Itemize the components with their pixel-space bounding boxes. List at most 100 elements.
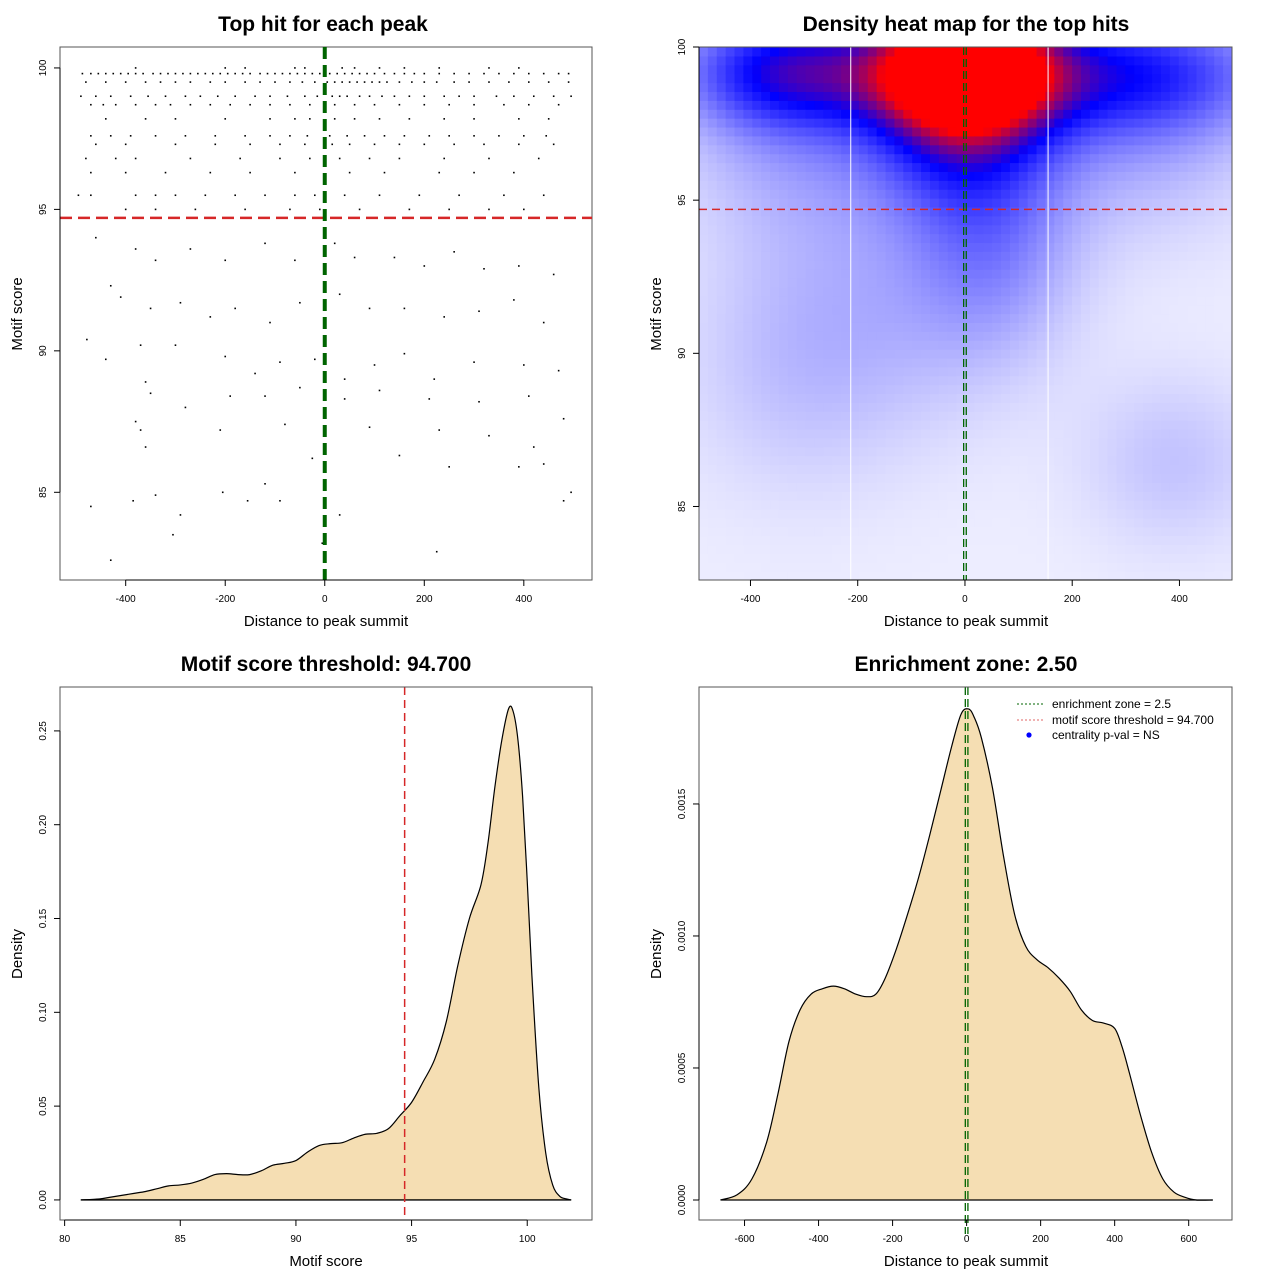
heatmap-cell bbox=[938, 393, 949, 403]
heatmap-cell bbox=[903, 180, 913, 190]
scatter-point bbox=[189, 157, 192, 160]
heatmap-cell bbox=[1187, 571, 1198, 580]
heatmap-cell bbox=[974, 295, 984, 306]
heatmap-cell bbox=[956, 73, 967, 84]
heatmap-cell bbox=[743, 153, 753, 164]
heatmap-cell bbox=[867, 260, 878, 270]
heatmap-cell bbox=[1063, 437, 1073, 448]
heatmap-cell bbox=[1134, 553, 1144, 563]
scatter-point bbox=[314, 81, 316, 83]
heatmap-cell bbox=[867, 135, 878, 146]
heatmap-cell bbox=[1018, 215, 1029, 226]
heatmap-cell bbox=[832, 153, 842, 164]
heatmap-cell bbox=[894, 508, 904, 519]
scatter-point bbox=[378, 81, 381, 83]
heatmap-cell bbox=[707, 260, 718, 270]
heatmap-cell bbox=[761, 118, 771, 128]
heatmap-cell bbox=[929, 118, 940, 128]
heatmap-cell bbox=[912, 411, 922, 421]
heatmap-cell bbox=[716, 366, 727, 377]
heatmap-cell bbox=[752, 526, 762, 537]
heatmap-cell bbox=[885, 73, 896, 84]
heatmap-cell bbox=[716, 47, 727, 57]
heatmap-cell bbox=[956, 206, 967, 217]
heatmap-cell bbox=[761, 260, 771, 270]
heatmap-cell bbox=[876, 126, 887, 137]
heatmap-cell bbox=[1160, 375, 1171, 386]
heatmap-cell bbox=[1205, 189, 1215, 199]
heatmap-cell bbox=[1187, 420, 1198, 430]
heatmap-cell bbox=[992, 500, 1002, 510]
heatmap-cell bbox=[983, 428, 993, 439]
heatmap-cell bbox=[894, 206, 904, 217]
heatmap-cell bbox=[1009, 55, 1020, 66]
heatmap-cell bbox=[876, 162, 887, 172]
scatter-point bbox=[473, 361, 475, 363]
heatmap-cell bbox=[1063, 135, 1073, 146]
heatmap-cell bbox=[1072, 437, 1082, 448]
heatmap-cell bbox=[1125, 55, 1135, 66]
heatmap-cell bbox=[1169, 73, 1180, 84]
heatmap-cell bbox=[1169, 384, 1180, 395]
scatter-point bbox=[438, 429, 441, 431]
heatmap-cell bbox=[992, 206, 1002, 217]
heatmap-cell bbox=[1027, 340, 1038, 350]
heatmap-cell bbox=[734, 126, 745, 137]
scatter-point bbox=[154, 494, 157, 496]
heatmap-cell bbox=[1098, 260, 1109, 270]
heatmap-cell bbox=[1036, 508, 1047, 519]
heatmap-cell bbox=[725, 64, 736, 75]
heatmap-cell bbox=[1169, 269, 1180, 279]
scatter-point bbox=[478, 400, 480, 403]
heatmap-cell bbox=[1143, 109, 1153, 119]
heatmap-cell bbox=[1223, 491, 1232, 501]
heatmap-cell bbox=[770, 215, 780, 226]
heatmap-cell bbox=[938, 482, 949, 492]
heatmap-cell bbox=[956, 91, 967, 101]
heatmap-cell bbox=[716, 508, 727, 519]
heatmap-cell bbox=[743, 393, 753, 403]
heatmap-cell bbox=[796, 277, 807, 288]
heatmap-cell bbox=[761, 322, 771, 332]
scatter-point bbox=[373, 72, 376, 75]
heatmap-cell bbox=[1098, 180, 1109, 190]
heatmap-cell bbox=[1223, 198, 1232, 208]
heatmap-cell bbox=[761, 206, 771, 217]
heatmap-cell bbox=[796, 393, 807, 403]
heatmap-cell bbox=[1152, 242, 1162, 252]
heatmap-cell bbox=[1152, 100, 1162, 110]
heatmap-cell bbox=[814, 82, 824, 93]
heatmap-cell bbox=[947, 508, 958, 519]
heatmap-cell bbox=[752, 73, 762, 84]
heatmap-cell bbox=[725, 446, 736, 457]
heatmap-cell bbox=[1178, 349, 1189, 359]
heatmap-cell bbox=[1036, 277, 1047, 288]
heatmap-cell bbox=[1223, 260, 1232, 270]
heatmap-cell bbox=[921, 331, 931, 341]
heatmap-cell bbox=[912, 171, 922, 181]
heatmap-cell bbox=[1027, 384, 1038, 395]
distance-density-panel: Enrichment zone: 2.50 -600 -400 -200 0 200 40… bbox=[648, 653, 1233, 1270]
heatmap-cell bbox=[894, 420, 904, 430]
scatter-point bbox=[316, 95, 319, 98]
heatmap-cell bbox=[1205, 277, 1215, 288]
heatmap-cell bbox=[1169, 55, 1180, 66]
heatmap-cell bbox=[787, 544, 798, 554]
scatter-point bbox=[224, 81, 227, 83]
heatmap-cell bbox=[929, 55, 940, 66]
heatmap-cell bbox=[796, 91, 807, 101]
heatmap-cell bbox=[1107, 446, 1118, 457]
heatmap-cell bbox=[1080, 171, 1091, 181]
heatmap-cell bbox=[1116, 571, 1126, 580]
scatter-point bbox=[104, 81, 107, 83]
heatmap-cell bbox=[1169, 233, 1180, 244]
heatmap-cell bbox=[947, 233, 958, 244]
heatmap-cell bbox=[1072, 571, 1082, 580]
heatmap-cell bbox=[1036, 126, 1047, 137]
y-tick-label: 0.20 bbox=[38, 815, 49, 835]
heatmap-cell bbox=[716, 144, 727, 155]
scatter-point bbox=[443, 157, 445, 160]
heatmap-cell bbox=[1045, 206, 1055, 217]
heatmap-cell bbox=[1045, 73, 1055, 84]
y-tick-label: 0.15 bbox=[38, 908, 49, 928]
